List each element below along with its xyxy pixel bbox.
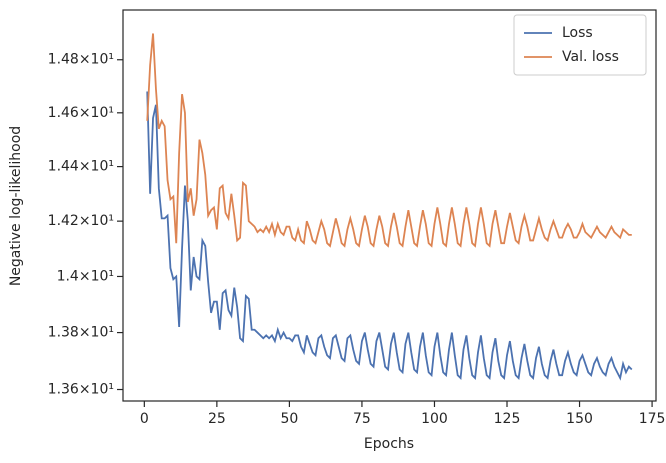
y-tick-label: 1.48×10¹ bbox=[48, 52, 114, 68]
x-tick-label: 75 bbox=[353, 411, 371, 427]
y-axis-label: Negative log-likelihood bbox=[8, 126, 24, 286]
legend-box bbox=[513, 14, 647, 76]
x-tick-label: 175 bbox=[639, 411, 666, 427]
line bbox=[146, 33, 632, 248]
x-tick-label: 100 bbox=[421, 411, 448, 427]
y-tick-label: 1.42×10¹ bbox=[48, 213, 114, 229]
x-axis-label: Epochs bbox=[364, 436, 414, 452]
line bbox=[146, 91, 633, 381]
y-tick-label: 1.36×10¹ bbox=[48, 382, 114, 398]
x-tick-label: 125 bbox=[494, 411, 521, 427]
y-tick-label: 1.46×10¹ bbox=[48, 105, 114, 121]
x-tick-label: 150 bbox=[566, 411, 593, 427]
x-tick-label: 25 bbox=[208, 411, 226, 427]
y-tick-label: 1.4×10¹ bbox=[57, 268, 114, 284]
plot-frame bbox=[122, 9, 657, 402]
y-tick-label: 1.38×10¹ bbox=[48, 325, 114, 341]
legend-label: Val. loss bbox=[562, 49, 619, 65]
x-tick-label: 50 bbox=[280, 411, 298, 427]
y-tick-label: 1.44×10¹ bbox=[48, 159, 114, 175]
x-tick-label: 0 bbox=[140, 411, 149, 427]
legend-label: Loss bbox=[562, 25, 593, 41]
